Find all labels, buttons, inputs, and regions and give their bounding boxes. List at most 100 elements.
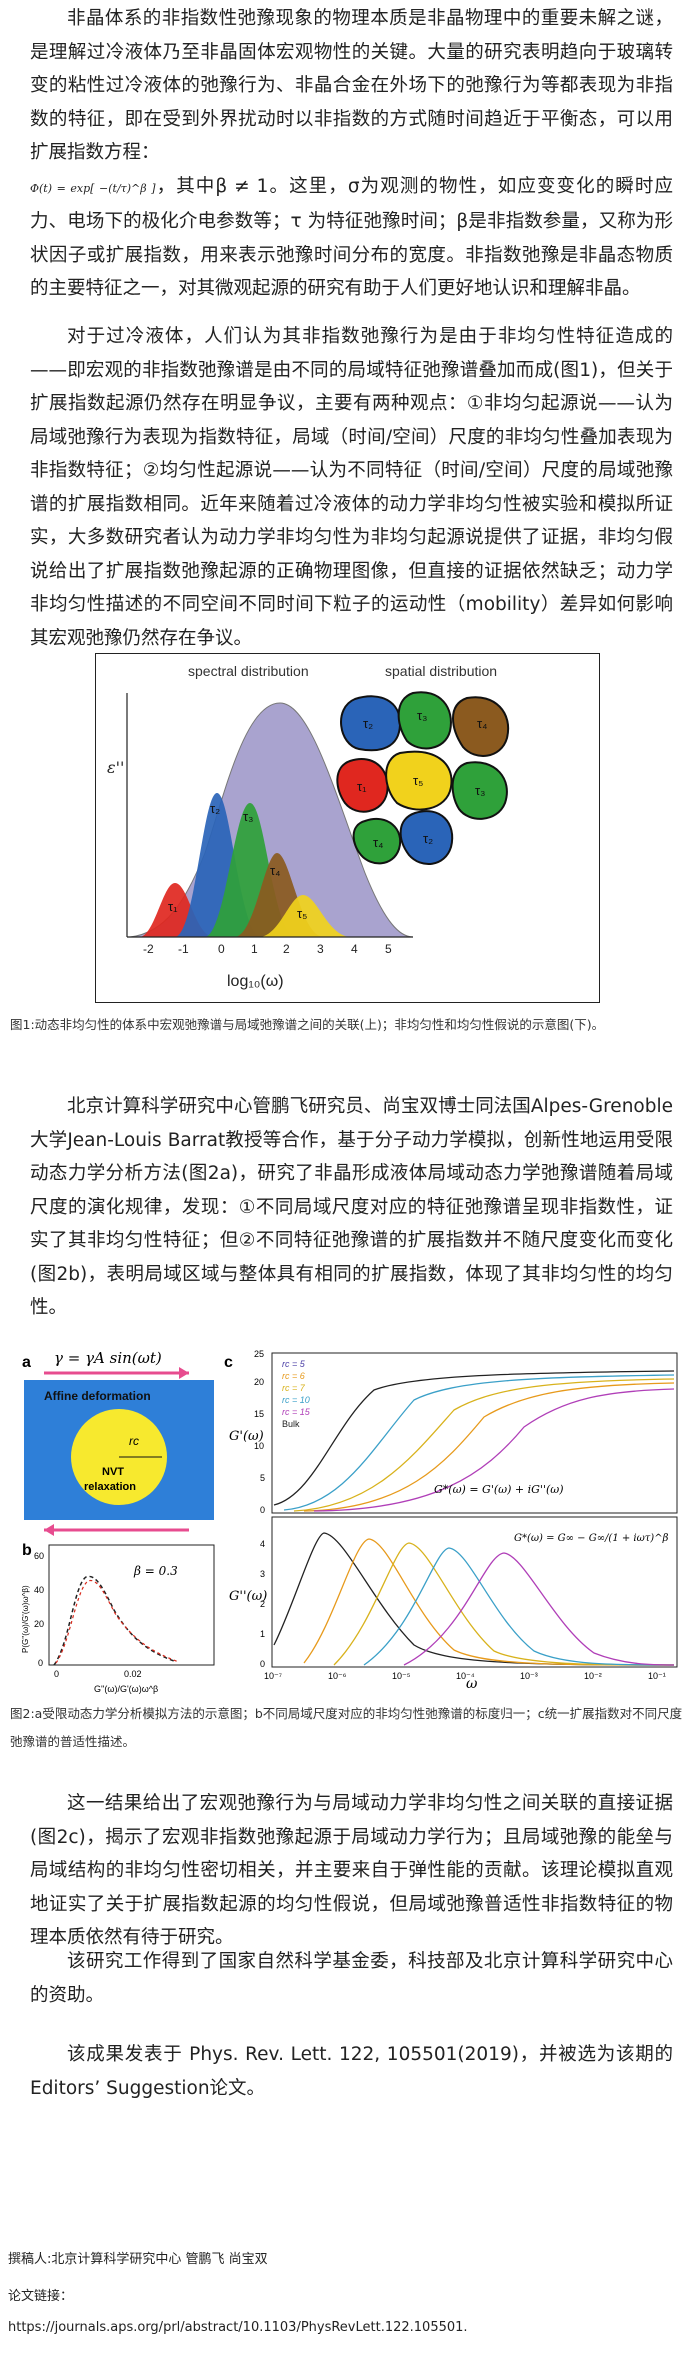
c-x-ticks: 10⁻⁷ 10⁻⁶ 10⁻⁵ 10⁻⁴ 10⁻³ 10⁻² 10⁻¹ [264, 1671, 666, 1681]
y-tick: 20 [254, 1377, 264, 1387]
loss-curves [273, 1532, 675, 1666]
legend-item: Bulk [282, 1419, 300, 1429]
b-y-label: P(G''(ω)/G'(ω)ω^β) [21, 1585, 30, 1653]
tau-label: τ₅ [297, 906, 307, 921]
spatial-labels: τ₂ τ₃ τ₄ τ₁ τ₅ τ₃ τ₄ τ₂ [357, 708, 487, 850]
tau-label: τ₂ [210, 801, 220, 816]
spectral-title: spectral distribution [188, 663, 309, 679]
y-tick: 25 [254, 1349, 264, 1359]
domain-label: τ₃ [417, 708, 427, 723]
x-tick: 10⁻⁴ [456, 1671, 475, 1681]
paragraph-heterogeneity: 对于过冷液体，人们认为其非指数弛豫行为是由于非均匀性特征造成的——即宏观的非指数… [30, 326, 673, 649]
domain-label: τ₄ [477, 716, 487, 731]
paper-link[interactable]: https://journals.aps.org/prl/abstract/10… [8, 2320, 468, 2335]
x-tick: 5 [385, 942, 392, 956]
tau-label: τ₁ [168, 899, 178, 914]
intro-text-a: 非晶体系的非指数性弛豫现象的物理本质是非晶物理中的重要未解之谜，是理解过冷液体乃… [30, 8, 673, 163]
y-tick: 2 [260, 1599, 265, 1609]
y-tick: 1 [260, 1629, 265, 1639]
y-tick: 3 [260, 1569, 265, 1579]
figure-2-caption: 图2:a受限动态力学分析模拟方法的示意图；b不同局域尺度对应的非均匀性弛豫谱的标… [10, 1706, 683, 1749]
eq-bottom: G*(ω) = G∞ − G∞/(1 + iωτ)^β [514, 1533, 669, 1544]
x-tick: -1 [178, 942, 189, 956]
legend-item: rc = 6 [282, 1371, 305, 1381]
domain-label: τ₂ [363, 716, 373, 731]
domain-label: τ₃ [475, 783, 485, 798]
domain-label: τ₂ [423, 831, 433, 846]
x-tick: 4 [351, 942, 358, 956]
y-tick: 0 [260, 1659, 265, 1669]
x-tick-labels: -2 -1 0 1 2 3 4 5 [143, 942, 392, 956]
domain-blue-2 [399, 810, 454, 865]
relaxation-label: relaxation [84, 1481, 136, 1493]
x-tick: 3 [317, 942, 324, 956]
figure-1: spectral distribution spatial distributi… [95, 653, 600, 1003]
c-top-y-ticks: 0 5 10 15 20 25 [254, 1349, 265, 1515]
domain-yellow [385, 750, 453, 811]
tau-5-peak [260, 895, 350, 937]
y-axis-label: ε'' [107, 758, 124, 777]
x-tick: 10⁻⁵ [392, 1671, 411, 1681]
x-tick: -2 [143, 942, 154, 956]
y-tick: 0 [260, 1505, 265, 1515]
c-bot-y-label: G''(ω) [229, 1589, 267, 1604]
x-tick: 10⁻⁶ [328, 1671, 347, 1681]
legend-item: rc = 7 [282, 1383, 306, 1393]
equation-condition: ，其中β ≠ 1 [155, 175, 269, 197]
x-tick: 1 [251, 942, 258, 956]
legend-item: rc = 10 [282, 1395, 310, 1405]
domain-green-3 [352, 818, 402, 865]
paragraph-publication: 该成果发表于 Phys. Rev. Lett. 122, 105501(2019… [30, 2044, 673, 2099]
x-tick: 10⁻² [584, 1671, 602, 1681]
figure-2: a γ = γA sin(ωt) Affine deformation rc N… [21, 1349, 678, 1694]
domain-green-2 [451, 761, 508, 820]
spatial-title: spatial distribution [385, 663, 497, 679]
panel-c-label: c [224, 1354, 233, 1371]
c-legend: rc = 5 rc = 6 rc = 7 rc = 10 rc = 15 Bul… [282, 1359, 311, 1429]
paragraph-funding: 该研究工作得到了国家自然科学基金委，科技部及北京计算科学研究中心的资助。 [30, 1951, 673, 2006]
domain-brown [452, 696, 510, 757]
domain-label: τ₁ [357, 779, 367, 794]
c-top-y-label: G'(ω) [229, 1429, 264, 1444]
b-x-tick: 0 [54, 1669, 59, 1679]
y-tick: 5 [260, 1473, 265, 1483]
affine-label: Affine deformation [44, 1389, 151, 1403]
loss-modulus-plot [271, 1516, 678, 1668]
nvt-label: NVT [102, 1466, 124, 1478]
b-x-tick: 0.02 [124, 1669, 142, 1679]
b-y-tick: 40 [34, 1585, 44, 1595]
spatial-domains [336, 691, 510, 865]
figure-1-caption: 图1:动态非均匀性的体系中宏观弛豫谱与局域弛豫谱之间的关联(上)；非均匀性和均匀… [10, 1017, 605, 1032]
x-tick: 2 [283, 942, 290, 956]
x-tick: 10⁻³ [520, 1671, 538, 1681]
storage-curves [273, 1370, 675, 1512]
c-bot-y-ticks: 0 1 2 3 4 [260, 1539, 265, 1669]
stretched-exponential-equation: Φ(t) = exp[ −(t/τ)^β ] [30, 181, 156, 195]
tau-label: τ₃ [243, 809, 253, 824]
beta-label: β = 0.3 [133, 1564, 178, 1578]
b-y-tick: 20 [34, 1619, 44, 1629]
c-x-label: ω [466, 1676, 478, 1692]
paragraph-study: 北京计算科学研究中心管鹏飞研究员、尚宝双博士同法国Alpes-Grenoble大… [30, 1096, 673, 1318]
rc-label: rc [129, 1434, 139, 1448]
scaling-curve [53, 1575, 175, 1666]
strain-equation: γ = γA sin(ωt) [54, 1349, 162, 1367]
paragraph-conclusion: 这一结果给出了宏观弛豫行为与局域动力学非均匀性之间关联的直接证据(图2c)，揭示… [30, 1793, 673, 1948]
x-axis-label: log₁₀(ω) [227, 973, 284, 990]
b-y-tick: 60 [34, 1551, 44, 1561]
intro-text-b: 。这里，σ为观测的物性，如应变变化的瞬时应力、电场下的极化介电参数等；τ 为特征… [30, 175, 673, 300]
x-tick: 0 [218, 942, 225, 956]
domain-blue [340, 695, 402, 752]
domain-green [397, 691, 452, 750]
link-label: 论文链接： [8, 2289, 74, 2304]
b-x-label: G''(ω)/G'(ω)ω^β [94, 1684, 158, 1694]
x-tick: 10⁻¹ [648, 1671, 666, 1681]
domain-label: τ₄ [373, 835, 383, 850]
domain-label: τ₅ [413, 773, 423, 788]
eq-top: G*(ω) = G'(ω) + iG''(ω) [434, 1483, 564, 1496]
paragraph-intro: 非晶体系的非指数性弛豫现象的物理本质是非晶物理中的重要未解之谜，是理解过冷液体乃… [30, 2, 673, 306]
domain-red [336, 758, 389, 813]
panel-b-label: b [22, 1542, 32, 1559]
tau-label: τ₄ [270, 863, 280, 878]
